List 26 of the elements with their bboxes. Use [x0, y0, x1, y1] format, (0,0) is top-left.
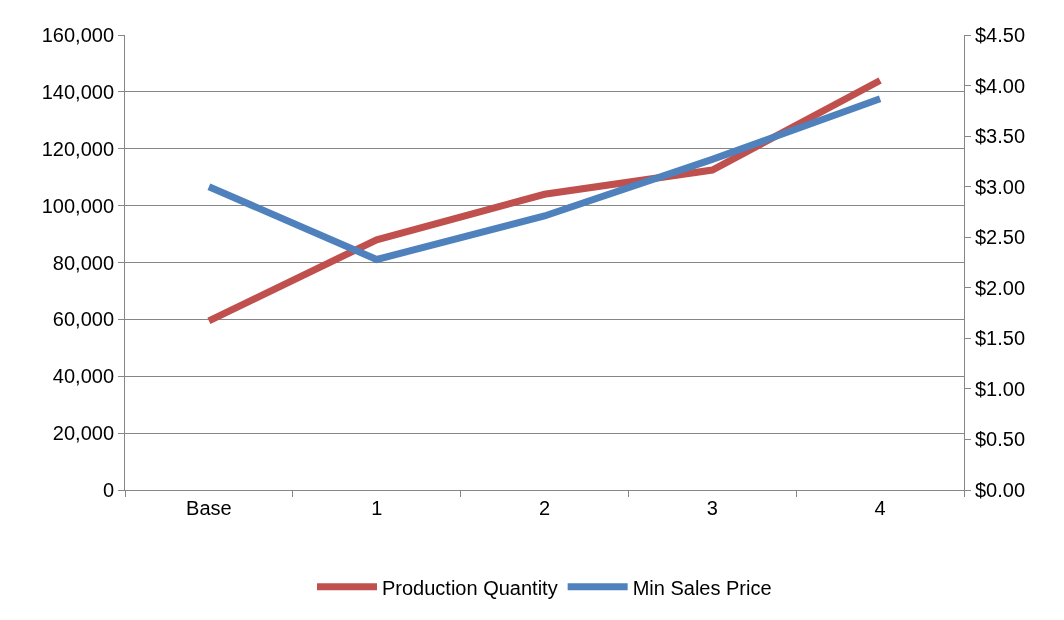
x-tick-label: 1 — [371, 497, 383, 519]
x-tick-label: 3 — [706, 497, 718, 519]
y2-tick-label: $2.00 — [975, 276, 1026, 299]
legend-label: Min Sales Price — [632, 576, 772, 599]
legend-label: Production Quantity — [382, 576, 558, 599]
y2-tick-label: $4.00 — [975, 74, 1026, 97]
x-tick-label: 2 — [538, 497, 551, 519]
y2-tick-label: $1.50 — [975, 327, 1026, 350]
y-tick-label: 0 — [102, 479, 114, 501]
y2-tick-label: $0.00 — [975, 479, 1026, 501]
x-tick-label: Base — [186, 497, 232, 519]
y-tick-label: 80,000 — [52, 251, 114, 274]
y-tick-label: 120,000 — [41, 137, 114, 160]
y-tick-label: 20,000 — [52, 422, 114, 445]
y2-tick-label: $2.50 — [975, 226, 1026, 249]
y2-tick-label: $3.50 — [975, 125, 1026, 148]
y-tick-label: 100,000 — [41, 194, 114, 217]
y2-tick-label: $3.00 — [975, 175, 1026, 198]
y-tick-label: 40,000 — [52, 365, 114, 388]
y-tick-label: 140,000 — [41, 80, 114, 103]
y-tick-label: 60,000 — [52, 308, 114, 331]
x-tick-label: 4 — [874, 497, 886, 519]
y2-tick-label: $1.00 — [975, 377, 1026, 400]
y-tick-label: 160,000 — [41, 24, 114, 46]
y2-tick-label: $4.50 — [975, 24, 1026, 46]
y2-tick-label: $0.50 — [975, 428, 1026, 451]
